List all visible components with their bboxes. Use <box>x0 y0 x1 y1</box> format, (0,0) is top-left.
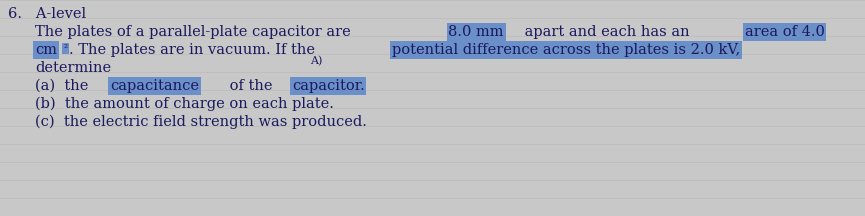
Text: apart and each has an: apart and each has an <box>520 25 695 39</box>
Text: ²: ² <box>63 44 67 53</box>
Text: determine: determine <box>35 61 111 75</box>
Text: potential difference across the plates is 2.0 kV,: potential difference across the plates i… <box>392 43 740 57</box>
Text: The plates of a parallel-plate capacitor are: The plates of a parallel-plate capacitor… <box>35 25 356 39</box>
Text: cm: cm <box>35 43 57 57</box>
Text: 8.0 mm: 8.0 mm <box>448 25 504 39</box>
Text: (a)  the: (a) the <box>35 79 93 93</box>
Text: A): A) <box>310 56 323 66</box>
Text: of the: of the <box>225 79 277 93</box>
Text: capacitor.: capacitor. <box>292 79 365 93</box>
Text: . The plates are in vacuum. If the: . The plates are in vacuum. If the <box>68 43 319 57</box>
Text: area of 4.0: area of 4.0 <box>745 25 824 39</box>
Text: (b)  the amount of charge on each plate.: (b) the amount of charge on each plate. <box>35 97 334 111</box>
Text: 6.   A-level: 6. A-level <box>8 7 86 21</box>
Text: (c)  the electric field strength was produced.: (c) the electric field strength was prod… <box>35 115 367 129</box>
Text: capacitance: capacitance <box>110 79 199 93</box>
